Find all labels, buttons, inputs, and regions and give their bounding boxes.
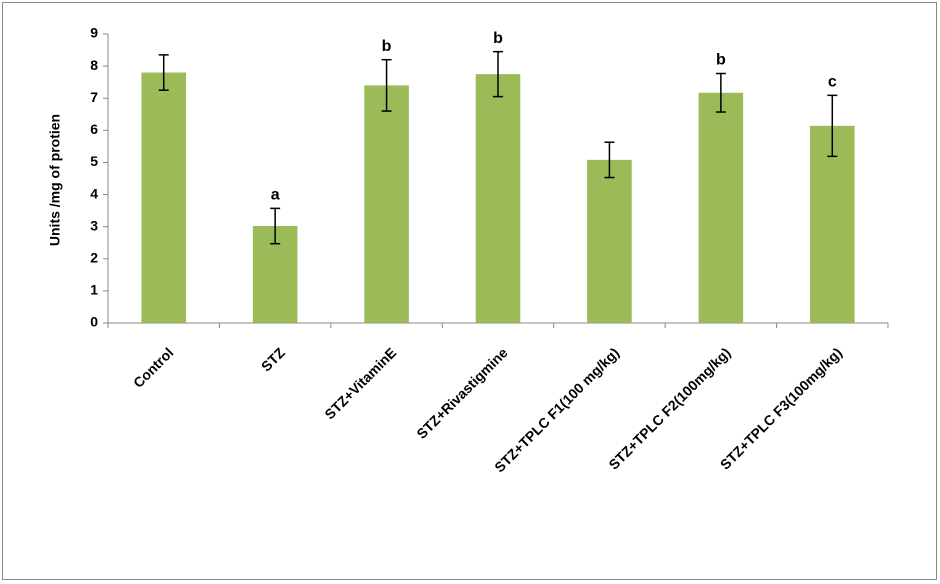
annotation: c [828, 74, 837, 91]
y-tick-label: 4 [90, 185, 98, 201]
error-bar [158, 54, 169, 91]
bar [475, 74, 521, 323]
error-bar [493, 50, 503, 98]
error-bar [715, 72, 726, 113]
bar [698, 92, 744, 323]
error-bar [381, 58, 392, 112]
y-tick-label: 6 [90, 121, 98, 137]
annotation: a [271, 187, 280, 204]
y-tick-label: 8 [90, 57, 98, 73]
bar [141, 72, 186, 324]
error-bar [270, 207, 281, 245]
y-axis-label: Units /mg of protien [47, 114, 63, 246]
annotation: b [493, 30, 503, 47]
annotation: b [382, 38, 392, 55]
y-tick-label: 9 [90, 25, 98, 41]
y-tick-label: 5 [90, 153, 98, 169]
y-tick-label: 2 [90, 249, 98, 265]
y-tick-label: 7 [90, 89, 98, 105]
y-tick-label: 3 [90, 217, 98, 233]
bar [587, 159, 632, 323]
y-tick-label: 1 [90, 282, 98, 298]
error-bar [827, 94, 838, 158]
bar [364, 85, 409, 323]
bar [810, 125, 855, 324]
annotation: b [716, 52, 726, 69]
error-bar [604, 141, 615, 179]
y-tick-label: 0 [90, 314, 98, 330]
